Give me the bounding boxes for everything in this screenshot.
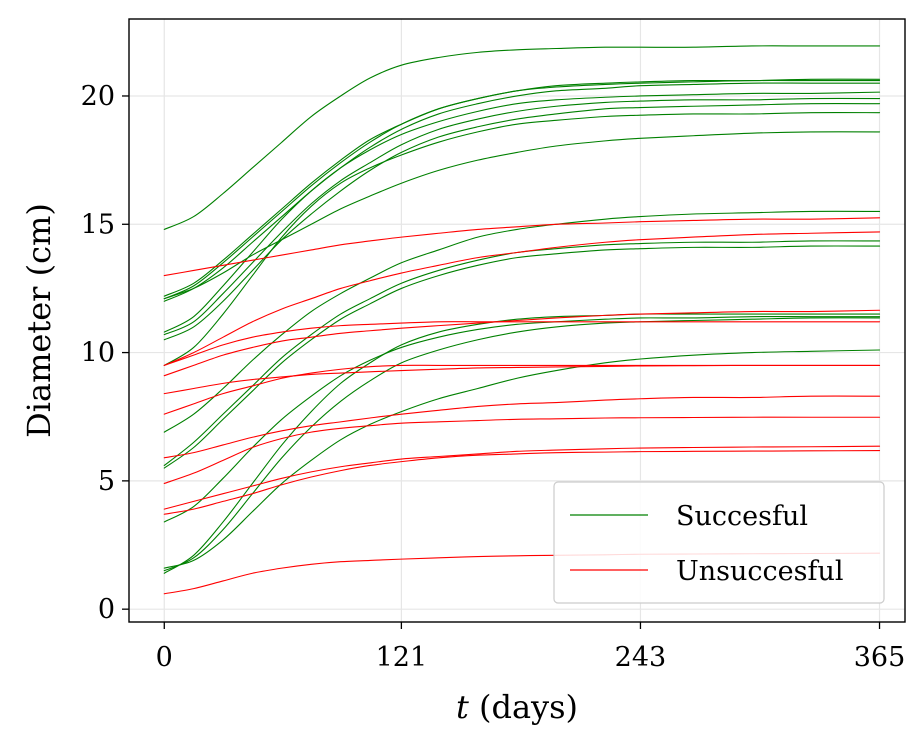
series-line-succesful-0 — [163, 45, 881, 230]
legend-label-succesful: Succesful — [676, 501, 808, 532]
series-line-succesful-1 — [163, 78, 881, 297]
plot-frame — [128, 18, 906, 623]
series-lines — [163, 45, 881, 595]
x-tick-label: 243 — [615, 642, 667, 673]
series-line-unsuccesful-24 — [163, 445, 881, 510]
x-tick-label: 0 — [156, 642, 173, 673]
series-line-succesful-9 — [163, 210, 881, 433]
series-line-succesful-7 — [163, 112, 881, 366]
legend-box — [553, 481, 885, 604]
legend: Succesful Unsuccesful — [553, 481, 885, 604]
series-line-unsuccesful-18 — [163, 321, 881, 366]
series-line-unsuccesful-22 — [163, 395, 881, 459]
series-line-succesful-3 — [163, 82, 881, 302]
series-line-succesful-5 — [163, 97, 881, 336]
series-line-unsuccesful-21 — [163, 364, 881, 415]
series-line-unsuccesful-17 — [163, 231, 881, 366]
y-axis-label: Diameter (cm) — [20, 203, 58, 438]
y-tick-label: 0 — [98, 594, 115, 625]
axis-ticks: 0 121 243 365 0 5 10 15 20 — [81, 81, 906, 673]
series-line-unsuccesful-16 — [163, 217, 881, 277]
series-line-succesful-4 — [163, 91, 881, 333]
series-line-succesful-13 — [163, 349, 881, 569]
series-line-succesful-11 — [163, 245, 881, 469]
y-tick-label: 15 — [81, 209, 115, 240]
series-line-unsuccesful-19 — [163, 309, 881, 377]
series-line-succesful-2 — [163, 79, 881, 300]
x-tick-label: 365 — [854, 642, 906, 673]
series-line-succesful-6 — [163, 103, 881, 341]
x-tick-label: 121 — [376, 642, 428, 673]
y-tick-label: 20 — [81, 81, 115, 112]
y-tick-label: 10 — [81, 338, 115, 369]
x-axis-label: t (days) — [456, 688, 578, 726]
x-axis-label-unit: (days) — [469, 688, 578, 726]
series-line-unsuccesful-23 — [163, 416, 881, 484]
legend-label-unsuccesful: Unsuccesful — [676, 556, 843, 587]
x-axis-label-variable: t — [456, 688, 469, 726]
series-line-unsuccesful-20 — [163, 364, 881, 395]
series-line-succesful-8 — [163, 131, 881, 300]
y-tick-label: 5 — [98, 466, 115, 497]
series-line-unsuccesful-25 — [163, 450, 881, 515]
series-line-succesful-15 — [163, 313, 881, 574]
